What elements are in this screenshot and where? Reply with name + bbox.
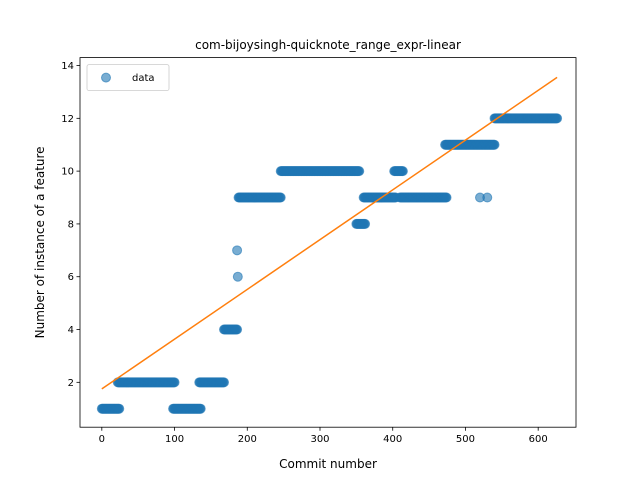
- chart-title: com-bijoysingh-quicknote_range_expr-line…: [195, 38, 461, 52]
- data-point: [232, 271, 243, 282]
- x-tick-label: 600: [529, 434, 548, 445]
- y-tick-label: 10: [61, 167, 74, 178]
- x-tick-label: 500: [456, 434, 475, 445]
- data-point: [195, 403, 206, 414]
- x-tick-label: 300: [310, 434, 329, 445]
- legend: data: [86, 64, 170, 91]
- data-point: [169, 377, 180, 388]
- data-layer: [96, 113, 563, 414]
- y-axis-title: Number of instance of a feature: [33, 146, 47, 338]
- x-axis-title: Commit number: [279, 457, 377, 471]
- data-point: [552, 113, 563, 124]
- x-tick-label: 0: [99, 434, 105, 445]
- y-tick-label: 4: [68, 325, 74, 336]
- data-point: [232, 324, 243, 335]
- data-point: [482, 192, 493, 203]
- data-point: [219, 377, 229, 388]
- y-tick-label: 2: [68, 378, 74, 389]
- data-point: [397, 166, 408, 177]
- plot-frame: [79, 57, 577, 428]
- y-tick-label: 6: [68, 272, 74, 283]
- x-tick-label: 400: [383, 434, 402, 445]
- data-point: [275, 192, 286, 203]
- plot-area: [80, 57, 576, 428]
- data-point: [360, 218, 371, 229]
- data-point: [441, 192, 452, 203]
- legend-marker: [101, 72, 111, 83]
- y-tick-label: 14: [61, 61, 74, 72]
- data-point: [232, 245, 243, 256]
- x-tick-label: 100: [165, 434, 184, 445]
- y-tick-label: 8: [68, 219, 74, 230]
- data-point: [354, 166, 365, 177]
- y-axis-ticks: 2 4 6 8 10 12 14: [61, 61, 80, 389]
- legend-label: data: [132, 73, 155, 84]
- y-tick-label: 12: [61, 114, 74, 125]
- x-axis-ticks: 0 100 200 300 400 500 600: [99, 427, 548, 445]
- fit-line: [101, 76, 558, 390]
- legend-box: [86, 64, 170, 91]
- x-tick-label: 200: [238, 434, 257, 445]
- fit-layer: [101, 76, 558, 390]
- data-point: [489, 139, 500, 150]
- data-point: [114, 403, 125, 414]
